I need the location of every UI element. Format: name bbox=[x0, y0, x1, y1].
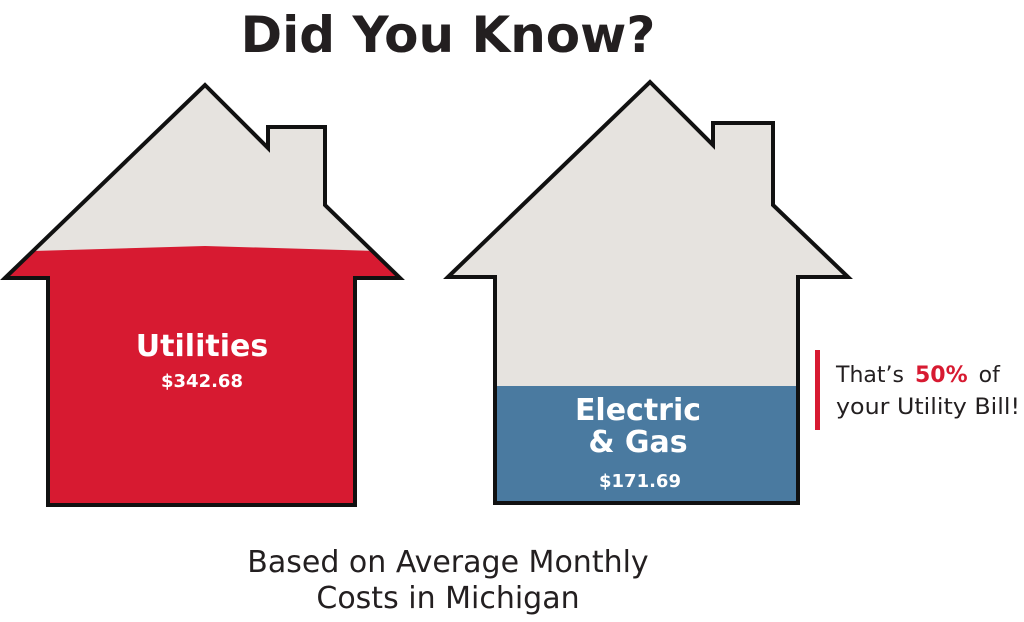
house-outline bbox=[0, 82, 405, 507]
callout-highlight: 50% bbox=[915, 363, 968, 388]
callout-line: your Utility Bill! bbox=[836, 395, 1020, 420]
footnote: Costs in Michigan bbox=[316, 581, 579, 616]
house-amount: $171.69 bbox=[599, 471, 681, 492]
house-fill bbox=[5, 246, 400, 505]
house-amount: $342.68 bbox=[161, 371, 243, 392]
house-label: & Gas bbox=[588, 425, 687, 460]
callout-line: That’s 50% of bbox=[835, 363, 1001, 388]
house-electric-gas: Electric & Gas $171.69 bbox=[443, 79, 853, 505]
footnote: Based on Average Monthly bbox=[247, 545, 648, 580]
callout-text: That’s bbox=[835, 363, 904, 388]
title: Did You Know? bbox=[241, 6, 656, 64]
house-fill bbox=[448, 386, 848, 503]
house-label: Electric bbox=[575, 393, 701, 428]
house-utilities: Utilities $342.68 bbox=[0, 82, 405, 507]
house-label: Utilities bbox=[136, 329, 268, 364]
house-outline bbox=[443, 79, 853, 505]
callout-bar bbox=[815, 350, 820, 430]
callout-text: of bbox=[979, 363, 1001, 388]
